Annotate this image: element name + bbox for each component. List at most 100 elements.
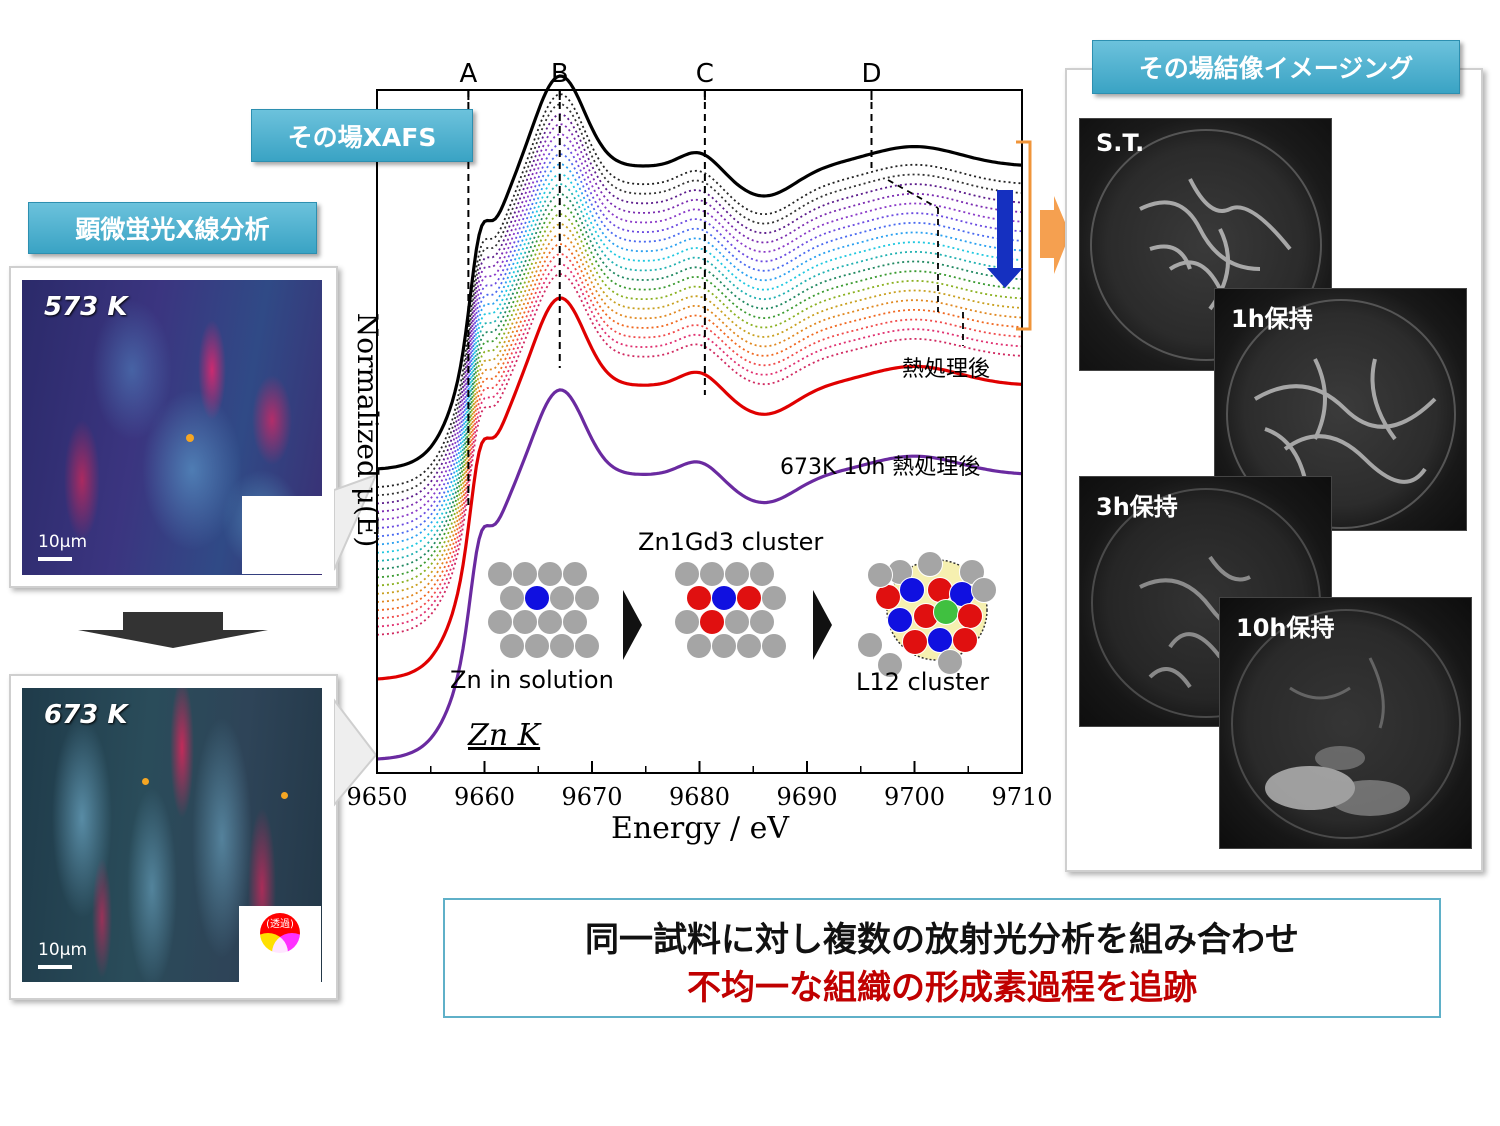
atom xyxy=(699,561,725,587)
atom xyxy=(686,633,712,659)
atom xyxy=(524,633,550,659)
curve-dotted xyxy=(376,233,1023,603)
marker-label: A xyxy=(459,59,477,89)
atom xyxy=(724,609,750,635)
xrf-label-text: 顕微蛍光X線分析 xyxy=(75,215,270,244)
after-10h-label: 673K 10h 熱処理後 xyxy=(780,455,980,480)
atom xyxy=(971,577,997,603)
atom xyxy=(674,561,700,587)
atom xyxy=(867,562,893,588)
atom xyxy=(537,561,563,587)
atom xyxy=(927,627,953,653)
label-l12: L12 cluster xyxy=(856,668,989,696)
atom xyxy=(549,633,575,659)
curve-dotted xyxy=(376,203,1023,579)
atom xyxy=(562,561,588,587)
xafs-curves xyxy=(376,74,1023,761)
atom xyxy=(927,577,953,603)
marker-label: B xyxy=(551,59,569,89)
marker-dot xyxy=(186,434,194,442)
legend-left: Gd xyxy=(254,958,268,969)
xrf-map-573: 573 K 10μm (透過) Gd Zn xyxy=(22,280,322,575)
curve-dotted xyxy=(376,173,1023,554)
curve-dotted xyxy=(376,223,1023,595)
atom xyxy=(487,561,513,587)
x-tick-label: 9700 xyxy=(884,783,945,811)
atom xyxy=(499,633,525,659)
image-10h: 10h保持 xyxy=(1219,597,1472,849)
label-solution: Zn in solution xyxy=(450,666,614,694)
atom xyxy=(499,585,525,611)
x-tick-label: 9680 xyxy=(669,783,730,811)
legend-left: Gd xyxy=(257,548,271,559)
summary-line-2: 不均一な組織の形成素過程を追跡 xyxy=(687,968,1197,1008)
image-label: 3h保持 xyxy=(1096,493,1178,521)
legend-right: Zn xyxy=(295,548,308,559)
curve-dotted xyxy=(376,273,1023,636)
atom xyxy=(937,649,963,675)
scale-label: 10μm xyxy=(38,940,88,960)
legend-right: Zn xyxy=(293,958,306,969)
scale-label: 10μm xyxy=(38,532,88,552)
atom xyxy=(512,561,538,587)
atom xyxy=(761,585,787,611)
summary-line-1: 同一試料に対し複数の放射光分析を組み合わせ xyxy=(585,920,1299,960)
curve-after-10h xyxy=(376,388,1023,761)
atom xyxy=(902,629,928,655)
atom xyxy=(512,609,538,635)
curve-dotted xyxy=(376,123,1023,513)
atom xyxy=(711,633,737,659)
atom xyxy=(959,559,985,585)
atom xyxy=(877,652,903,678)
down-arrow xyxy=(78,612,268,648)
temp-label: 573 K xyxy=(44,292,128,322)
curve-start xyxy=(376,74,1023,471)
guide-line xyxy=(887,179,939,209)
y-axis-label: Normalized μ(E) xyxy=(351,313,384,548)
atom xyxy=(574,585,600,611)
callout-wedge-2 xyxy=(334,698,378,807)
xrf-label: 顕微蛍光X線分析 xyxy=(28,202,317,254)
x-tick-label: 9670 xyxy=(561,783,622,811)
curve-dotted xyxy=(376,113,1023,505)
xrf-map-673: 673 K 10μm (透過) Gd Zn xyxy=(22,688,322,982)
curve-dotted xyxy=(376,133,1023,521)
after-heat-label: 熱処理後 xyxy=(902,357,990,382)
image-label: 10h保持 xyxy=(1236,614,1335,642)
atom xyxy=(686,585,712,611)
atom xyxy=(724,561,750,587)
curve-dotted xyxy=(376,163,1023,546)
x-tick-label: 9710 xyxy=(991,783,1052,811)
legend-top: (透過) xyxy=(268,509,296,521)
x-axis-label: Energy / eV xyxy=(611,811,790,846)
curve-dotted xyxy=(376,103,1023,497)
curve-dotted xyxy=(376,183,1023,562)
cluster-schematic xyxy=(487,551,997,678)
label-zngd: Zn1Gd3 cluster xyxy=(638,528,823,556)
summary-box: 同一試料に対し複数の放射光分析を組み合わせ 不均一な組織の形成素過程を追跡 xyxy=(443,898,1441,1018)
x-tick-label: 9660 xyxy=(454,783,515,811)
atom xyxy=(537,609,563,635)
x-tick-label: 9650 xyxy=(346,783,407,811)
atom xyxy=(574,633,600,659)
callout-wedge-1 xyxy=(334,473,378,571)
atom xyxy=(524,585,550,611)
atom xyxy=(487,609,513,635)
step-arrow xyxy=(813,590,832,660)
edge-label: Zn K xyxy=(467,718,542,753)
image-label: 1h保持 xyxy=(1231,305,1313,333)
marker-dot xyxy=(142,778,149,785)
orange-arrow xyxy=(1040,196,1070,274)
atom xyxy=(857,632,883,658)
atom xyxy=(549,585,575,611)
orange-bracket xyxy=(1016,140,1032,331)
xafs-label: その場XAFS xyxy=(251,109,473,162)
atom xyxy=(952,627,978,653)
xafs-chart: 9650 9660 9670 9680 9690 9700 9710 A B C D Energy… xyxy=(346,59,1052,846)
atom xyxy=(736,633,762,659)
scale-bar xyxy=(38,557,72,561)
atom xyxy=(957,603,983,629)
temp-label: 673 K xyxy=(44,700,128,730)
scale-bar xyxy=(38,965,72,969)
atom xyxy=(736,585,762,611)
